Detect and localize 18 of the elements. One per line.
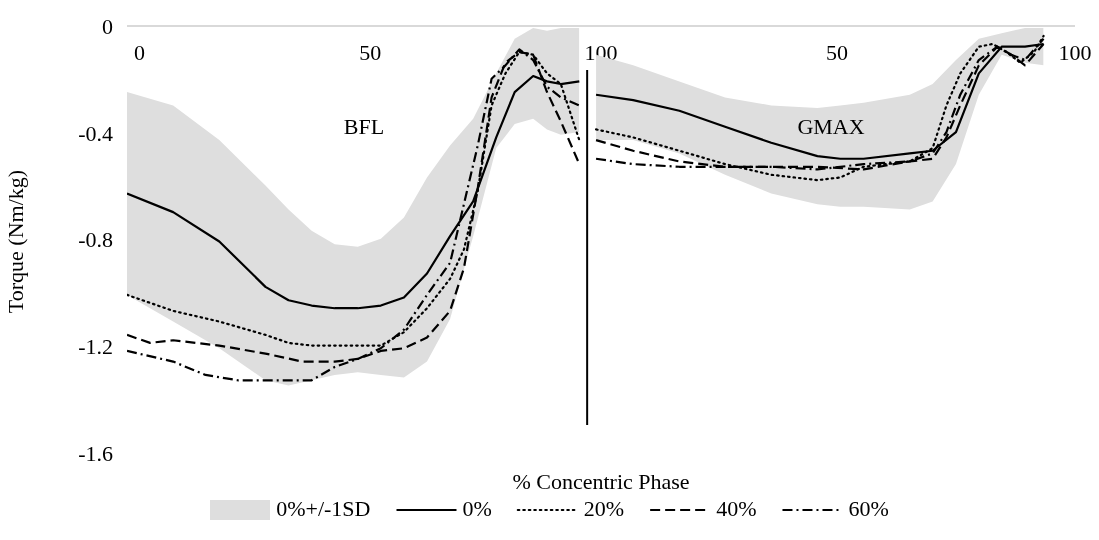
x-tick-label: 0 [133, 39, 145, 65]
y-tick-label: -0.4 [78, 120, 113, 146]
x-tick-label: 100 [1058, 39, 1092, 65]
x-axis-title: % Concentric Phase [512, 468, 690, 494]
y-tick-label: -0.8 [78, 227, 113, 253]
annotation: GMAX [797, 113, 865, 139]
y-tick-label: -1.6 [78, 440, 113, 466]
legend-label: 0% [462, 495, 492, 521]
y-axis-title: Torque (Nm/kg) [2, 169, 28, 314]
y-tick-label: -1.2 [78, 334, 113, 360]
legend-label: 60% [848, 495, 889, 521]
y-tick-label: 0 [102, 13, 113, 39]
annotation: BFL [343, 113, 385, 139]
x-tick-label: 50 [359, 39, 382, 65]
legend-title: 0%+/-1SD [276, 495, 371, 521]
legend-label: 20% [583, 495, 625, 521]
x-tick-label: 50 [825, 39, 848, 65]
legend-label: 40% [716, 495, 757, 521]
